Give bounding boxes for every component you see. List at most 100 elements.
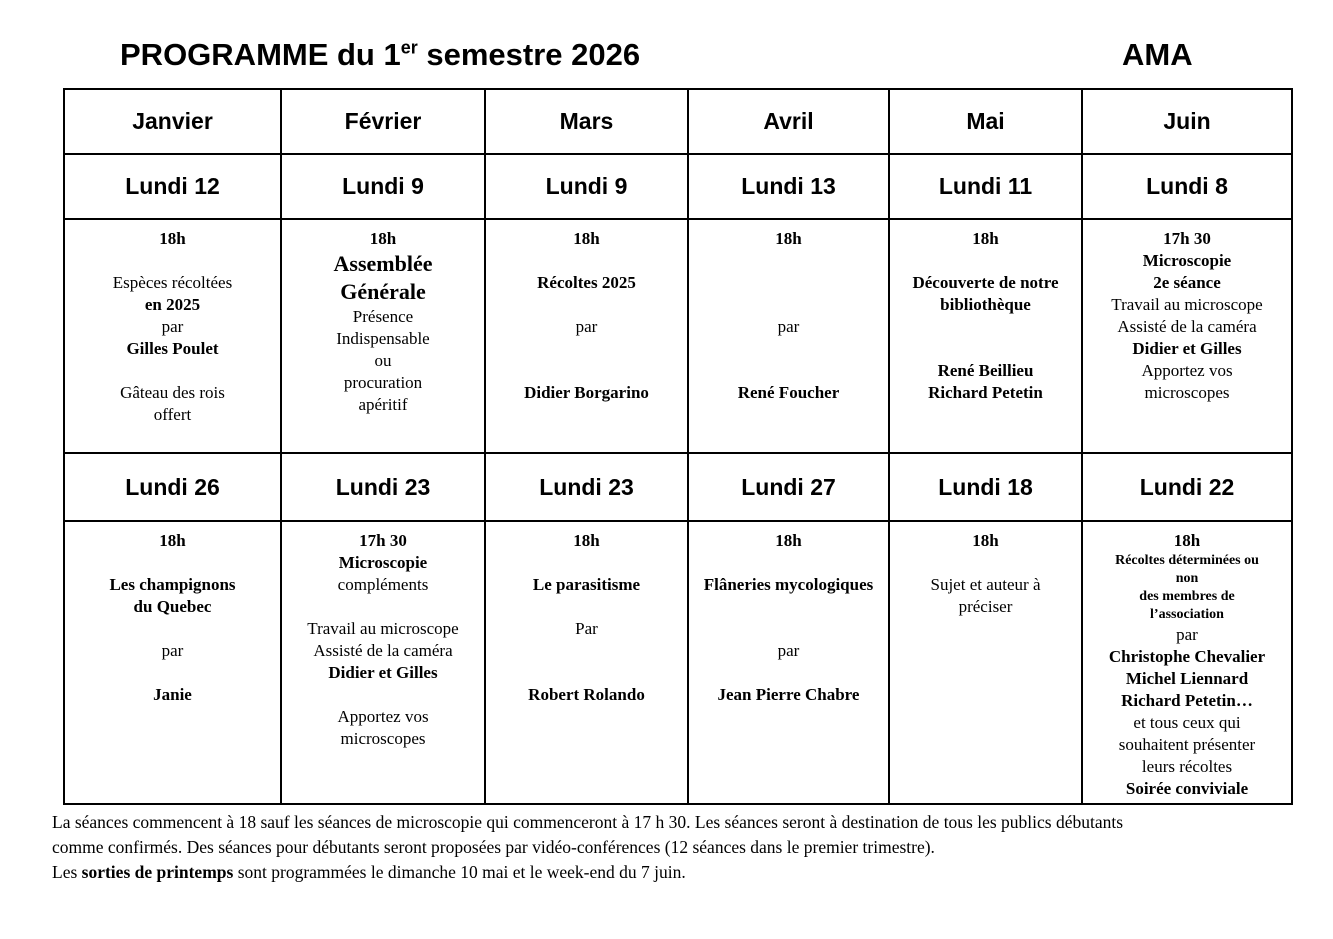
session1-details-mars: 18h Récoltes 2025 par Didier Borgarino — [484, 218, 687, 452]
session-line-blank — [890, 250, 1081, 272]
session-line: par — [575, 317, 598, 336]
session-line-blank — [689, 596, 888, 618]
session-line: Découverte de notre — [912, 273, 1059, 292]
session-line-blank — [890, 552, 1081, 574]
session-line: Robert Rolando — [528, 685, 645, 704]
session-line-blank — [689, 338, 888, 360]
session1-date-mars: Lundi 9 — [484, 153, 687, 218]
session-line: l’association — [1150, 607, 1224, 622]
session-line: compléments — [337, 575, 429, 594]
session2-date-juin: Lundi 22 — [1081, 452, 1291, 520]
session-line: ou — [374, 351, 392, 370]
session-line: souhaitent présenter — [1118, 735, 1256, 754]
session-line-blank — [65, 618, 280, 640]
session-line: Jean Pierre Chabre — [717, 685, 860, 704]
session-line-blank — [65, 662, 280, 684]
session-line: Présence — [352, 307, 414, 326]
session-line-blank — [65, 552, 280, 574]
session-line: 18h — [159, 229, 186, 248]
session-line: microscopes — [1144, 383, 1230, 402]
session-line: et tous ceux qui — [1133, 713, 1241, 732]
session-line: Apportez vos — [337, 707, 429, 726]
session1-date-avril: Lundi 13 — [687, 153, 888, 218]
session-line: offert — [153, 405, 192, 424]
session-line: par — [161, 641, 184, 660]
session2-date-avril: Lundi 27 — [687, 452, 888, 520]
session-line: René Foucher — [737, 383, 840, 402]
session-line-blank — [486, 250, 687, 272]
session-line: Générale — [340, 279, 426, 304]
session-line-blank — [689, 250, 888, 272]
session-line-blank — [282, 596, 484, 618]
session-line: Gilles Poulet — [126, 339, 219, 358]
session-line-blank — [282, 684, 484, 706]
session-line: Assisté de la caméra — [313, 641, 453, 660]
session-line-blank — [486, 338, 687, 360]
session-line: Sujet et auteur à — [930, 575, 1041, 594]
session-line: 17h 30 — [359, 531, 407, 550]
session-line: 18h — [1173, 531, 1201, 550]
session2-details-avril: 18h Flâneries mycologiques par Jean Pier… — [687, 520, 888, 803]
session-line: Apportez vos — [1141, 361, 1233, 380]
footer-notes: La séances commencent à 18 sauf les séan… — [52, 810, 1302, 885]
session-line: Didier Borgarino — [524, 383, 649, 402]
session-line: par — [777, 317, 800, 336]
session-line: microscopes — [340, 729, 426, 748]
session-line: Flâneries mycologiques — [703, 575, 874, 594]
session2-details-fevrier: 17h 30 Microscopie compléments Travail au … — [280, 520, 484, 803]
session-line: Richard Petetin… — [1121, 691, 1253, 710]
session-line-blank — [486, 360, 687, 382]
page-title-tail: semestre 2026 — [417, 37, 641, 72]
session-line: Les champignons — [109, 575, 236, 594]
session-line: par — [161, 317, 184, 336]
session-line: Récoltes 2025 — [537, 273, 636, 292]
session-line: Assisté de la caméra — [1117, 317, 1257, 336]
session-line: bibliothèque — [940, 295, 1031, 314]
session-line: préciser — [958, 597, 1013, 616]
session-line: Michel Liennard — [1125, 669, 1249, 688]
session1-details-mai: 18h Découverte de notre bibliothèque René… — [888, 218, 1081, 452]
session-line: 18h — [369, 229, 397, 248]
session-line: Indispensable — [336, 329, 430, 348]
session-line: René Beillieu — [937, 361, 1034, 380]
session-line-blank — [689, 360, 888, 382]
session1-details-janvier: 18h Espèces récoltées en 2025 par Gilles Po… — [65, 218, 280, 452]
session-line: Récoltes déterminées ou — [1115, 553, 1259, 568]
page-title-superscript: er — [400, 37, 418, 58]
session-line: non — [1175, 571, 1199, 586]
session-line: 2e séance — [1153, 273, 1221, 292]
session-line: 17h 30 — [1163, 229, 1211, 248]
session-line-blank — [65, 360, 280, 382]
session2-date-mars: Lundi 23 — [484, 452, 687, 520]
month-header-mai: Mai — [888, 90, 1081, 153]
session-line: Travail au microscope — [1111, 295, 1263, 314]
session-line: Le parasitisme — [532, 575, 641, 594]
session-line: des membres de — [1139, 589, 1235, 604]
session-line: par — [1176, 625, 1198, 644]
session-line: par — [777, 641, 800, 660]
session-line-blank — [486, 596, 687, 618]
org-label: AMA — [1122, 37, 1193, 72]
session-line-blank — [689, 552, 888, 574]
session-line: apéritif — [358, 395, 408, 414]
session-line: Assemblée — [333, 251, 433, 276]
session-line: du Quebec — [133, 597, 212, 616]
footer-note-line1: La séances commencent à 18 sauf les séan… — [52, 812, 1124, 832]
footer-note-line3-prefix: Les — [52, 862, 82, 882]
session2-date-fevrier: Lundi 23 — [280, 452, 484, 520]
page-title: PROGRAMME du 1er semestre 2026 — [120, 38, 640, 72]
session-line: en 2025 — [144, 295, 201, 314]
session-line: Par — [575, 619, 598, 638]
month-header-fevrier: Février — [280, 90, 484, 153]
session-line: 18h — [573, 531, 600, 550]
session1-details-juin: 17h 30 Microscopie 2e séance Travail au mic… — [1081, 218, 1291, 452]
footer-note-line3: Les sorties de printemps sont programmée… — [52, 860, 1302, 885]
footer-note-line3-bold: sorties de printemps — [81, 862, 234, 882]
session-line-blank — [689, 618, 888, 640]
session-line: Janie — [153, 685, 192, 704]
session-line: Richard Petetin — [928, 383, 1043, 402]
session-line: 18h — [775, 531, 802, 550]
session-line: 18h — [972, 229, 999, 248]
session-line-blank — [486, 552, 687, 574]
session2-date-janvier: Lundi 26 — [65, 452, 280, 520]
